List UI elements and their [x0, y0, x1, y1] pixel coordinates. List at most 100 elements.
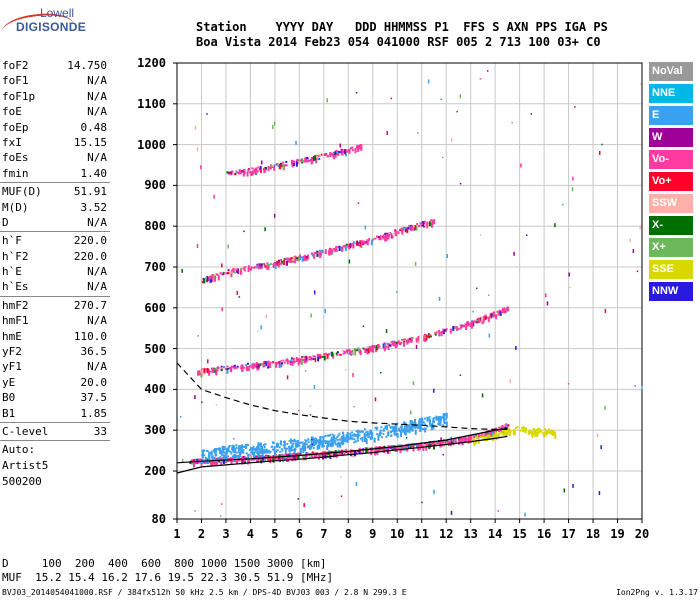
param-row: foF1p N/A — [0, 89, 110, 104]
trace-point — [351, 149, 354, 152]
trace-point — [247, 265, 250, 268]
trace-point — [404, 429, 407, 435]
trace-point — [289, 439, 292, 442]
param-label: h`F — [2, 234, 22, 248]
param-row: MUF(D) 51.91 — [0, 184, 110, 199]
noise-point — [479, 78, 482, 80]
trace-point — [267, 449, 270, 452]
noise-point — [641, 385, 643, 390]
trace-point — [248, 453, 251, 456]
noise-point — [311, 443, 314, 445]
trace-point — [409, 227, 412, 230]
trace-point — [262, 263, 265, 266]
trace-point — [285, 359, 288, 362]
trace-point — [215, 369, 218, 372]
trace-point — [197, 372, 200, 375]
trace-point — [333, 249, 336, 252]
trace-point — [343, 452, 346, 455]
trace-point — [357, 347, 360, 350]
param-row: B0 37.5 — [0, 390, 110, 405]
trace-point — [272, 457, 275, 463]
trace-point — [341, 349, 344, 352]
trace-point — [476, 318, 479, 321]
noise-point — [227, 367, 230, 370]
trace-point — [208, 453, 211, 456]
trace-point — [342, 245, 345, 248]
trace-point — [285, 257, 288, 260]
trace-point — [382, 429, 385, 432]
trace-point — [217, 366, 220, 369]
trace-point — [242, 171, 245, 177]
trace-point — [331, 351, 334, 357]
trace-point — [473, 435, 476, 438]
trace-point — [265, 454, 268, 457]
trace-point — [328, 248, 331, 251]
trace-point — [397, 429, 400, 432]
trace-point — [405, 424, 408, 427]
trace-point — [290, 357, 293, 360]
trace-point — [426, 445, 429, 448]
trace-point — [307, 254, 310, 260]
trace-point — [189, 461, 192, 464]
noise-point — [568, 272, 570, 277]
trace-point — [304, 254, 307, 257]
trace-point — [445, 418, 448, 421]
trace-point — [416, 223, 419, 226]
trace-point — [292, 256, 295, 262]
trace-point — [220, 369, 223, 372]
trace-point — [554, 433, 557, 439]
param-row: foF2 14.750 — [0, 58, 110, 73]
trace-point — [492, 431, 495, 434]
trace-point — [468, 436, 471, 439]
noise-point — [511, 121, 513, 124]
trace-point — [230, 269, 233, 272]
trace-point — [275, 457, 278, 460]
trace-point — [200, 372, 203, 378]
trace-point — [324, 441, 327, 444]
trace-point — [206, 449, 209, 452]
trace-point — [445, 328, 448, 331]
trace-point — [371, 450, 374, 453]
trace-point — [317, 251, 320, 254]
trace-point — [534, 431, 537, 437]
trace-point — [432, 219, 435, 222]
trace-point — [207, 279, 210, 282]
trace-point — [303, 358, 306, 364]
trace-point — [451, 441, 454, 444]
noise-point — [293, 456, 295, 461]
noise-point — [440, 98, 442, 101]
trace-point — [514, 427, 517, 430]
trace-point — [442, 414, 445, 420]
trace-point — [266, 262, 269, 265]
trace-point — [265, 448, 268, 454]
trace-point — [491, 430, 494, 433]
noise-point — [348, 259, 351, 264]
param-row: hmE 110.0 — [0, 329, 110, 344]
trace-point — [508, 429, 511, 432]
trace-point — [471, 439, 474, 442]
trace-point — [291, 445, 294, 448]
trace-point — [385, 425, 388, 431]
trace-point — [291, 439, 294, 442]
trace-point — [349, 432, 352, 435]
trace-point — [210, 367, 213, 370]
trace-point — [339, 151, 342, 154]
noise-point — [412, 381, 415, 386]
trace-point — [324, 440, 327, 443]
trace-point — [299, 358, 302, 361]
trace-point — [533, 429, 536, 435]
noise-point — [386, 130, 388, 135]
noise-point — [221, 307, 223, 312]
noise-point — [313, 290, 316, 295]
noise-point — [414, 261, 417, 266]
trace-point — [255, 456, 258, 459]
trace-point — [409, 419, 412, 425]
trace-point — [242, 267, 245, 270]
trace-point — [375, 428, 378, 431]
param-label: hmF1 — [2, 314, 29, 328]
trace-point — [426, 443, 429, 446]
trace-point — [387, 433, 390, 436]
trace-point — [226, 457, 229, 460]
noise-point — [440, 437, 442, 442]
y-tick-label: 900 — [144, 178, 166, 193]
